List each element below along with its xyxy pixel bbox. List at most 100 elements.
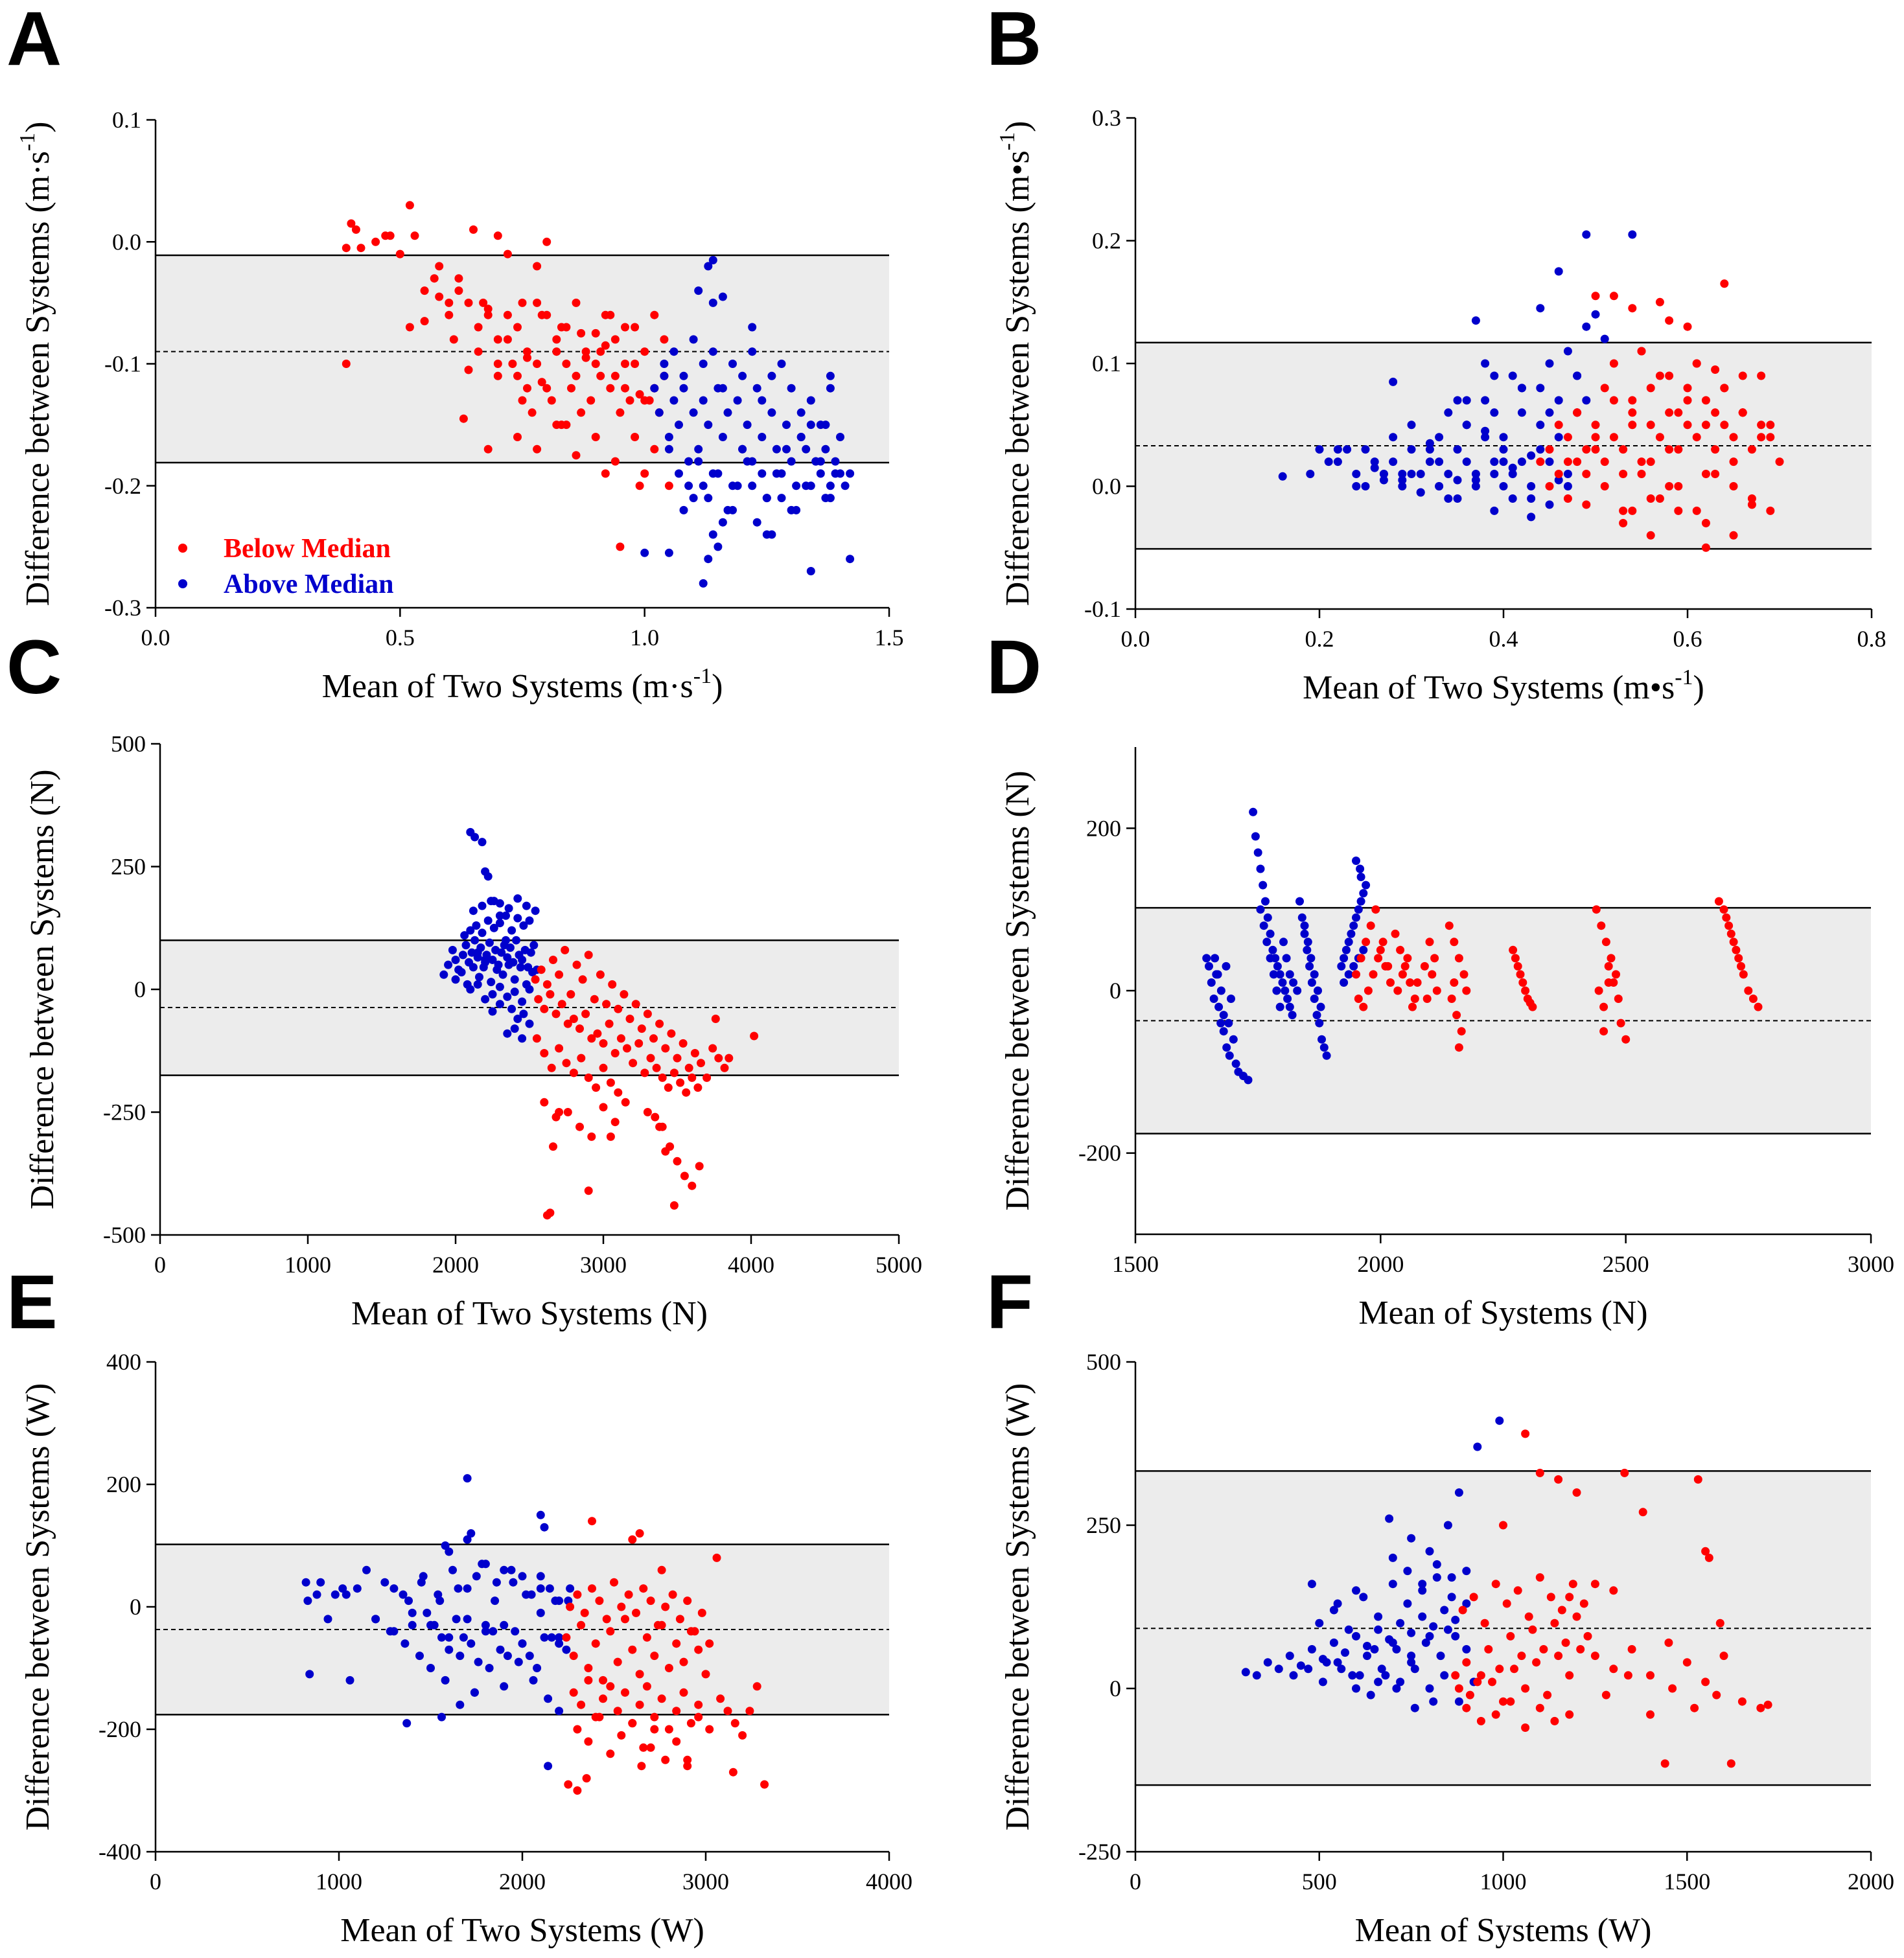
y-tick-label: 0 — [1109, 1676, 1121, 1701]
data-point — [566, 990, 575, 999]
data-point — [1251, 832, 1260, 841]
y-tick-label: 0 — [134, 976, 146, 1002]
data-point — [1490, 470, 1499, 478]
data-point — [1711, 365, 1720, 374]
data-point — [1213, 970, 1222, 979]
data-point — [1614, 995, 1623, 1003]
data-point — [1229, 1035, 1238, 1044]
data-point — [1337, 1664, 1346, 1674]
x-tick-label: 2000 — [499, 1869, 546, 1895]
x-axis-title: Mean of Systems (W) — [1355, 1912, 1652, 1949]
data-point — [690, 1049, 699, 1057]
data-point — [1454, 954, 1463, 963]
data-point — [510, 975, 519, 984]
x-axis-title: Mean of Systems (N) — [1358, 1295, 1647, 1331]
data-point — [549, 956, 557, 964]
data-point — [1607, 954, 1616, 963]
data-point — [831, 469, 840, 478]
data-point — [714, 469, 723, 478]
data-point — [587, 1132, 596, 1141]
data-point — [1307, 1645, 1316, 1653]
data-point — [1451, 1615, 1460, 1624]
data-point — [595, 1712, 604, 1722]
data-point — [1561, 1638, 1570, 1647]
data-point — [826, 481, 835, 490]
data-point — [642, 1633, 651, 1642]
data-point — [1490, 371, 1499, 380]
data-point — [498, 970, 507, 979]
y-tick-label: -0.1 — [104, 351, 141, 377]
data-point — [1557, 1606, 1566, 1615]
data-point — [1674, 482, 1683, 490]
data-point — [1376, 945, 1385, 954]
data-point — [502, 936, 510, 945]
data-point — [1391, 929, 1400, 938]
data-point — [1476, 1671, 1485, 1680]
data-point — [474, 323, 483, 332]
data-point — [1310, 970, 1319, 979]
data-point — [657, 1565, 666, 1574]
data-point — [510, 1024, 519, 1033]
data-point — [1352, 857, 1360, 865]
data-point — [1554, 433, 1563, 442]
data-point — [572, 298, 581, 307]
data-point — [536, 1510, 545, 1519]
data-point — [1370, 1645, 1379, 1653]
data-point — [1315, 1618, 1324, 1628]
data-point — [650, 1712, 659, 1722]
data-point — [1396, 1618, 1405, 1628]
data-point — [695, 1162, 704, 1171]
data-point — [1490, 457, 1499, 466]
data-point — [1660, 1759, 1669, 1768]
data-point — [1450, 938, 1459, 947]
data-point — [537, 965, 546, 974]
data-point — [509, 1578, 518, 1587]
data-point — [1521, 1684, 1530, 1693]
data-point — [1674, 408, 1683, 417]
data-point — [606, 1682, 615, 1691]
data-point — [577, 1700, 586, 1709]
data-point — [1600, 457, 1609, 466]
data-point — [1400, 962, 1410, 971]
data-point — [1521, 1429, 1530, 1438]
data-point — [540, 1004, 549, 1013]
data-point — [708, 298, 717, 307]
y-axis-title: Difference between Systems (N) — [24, 769, 61, 1209]
data-point — [1275, 970, 1284, 979]
data-point — [1623, 1671, 1632, 1680]
data-point — [1462, 1703, 1471, 1712]
data-point — [660, 335, 669, 344]
y-tick-label: -250 — [103, 1100, 146, 1125]
data-point — [802, 444, 811, 454]
data-point — [305, 1670, 314, 1679]
data-point — [683, 1596, 692, 1606]
data-point — [628, 1535, 637, 1544]
data-point — [1535, 1573, 1544, 1582]
data-point — [1389, 457, 1398, 466]
data-point — [1425, 1547, 1434, 1556]
data-point — [1591, 292, 1600, 301]
data-point — [714, 1054, 723, 1063]
data-point — [1738, 371, 1747, 380]
data-point — [408, 1608, 417, 1617]
data-point — [679, 1039, 688, 1048]
data-point — [489, 1627, 498, 1636]
data-point — [523, 347, 531, 356]
data-point — [1646, 531, 1655, 540]
data-point — [826, 371, 835, 380]
data-point — [475, 973, 483, 982]
data-point — [1341, 1648, 1349, 1657]
data-point — [1621, 1035, 1631, 1044]
data-point — [1344, 938, 1353, 947]
data-point — [1465, 1690, 1474, 1699]
data-point — [1359, 1002, 1368, 1011]
data-point — [493, 965, 502, 974]
data-point — [532, 1034, 541, 1043]
data-point — [1303, 945, 1312, 954]
data-point — [547, 396, 556, 405]
data-point — [1352, 1586, 1360, 1595]
data-point — [1655, 297, 1664, 306]
data-point — [1665, 316, 1674, 325]
x-tick-label: 1.5 — [875, 625, 904, 651]
data-point — [796, 408, 806, 417]
